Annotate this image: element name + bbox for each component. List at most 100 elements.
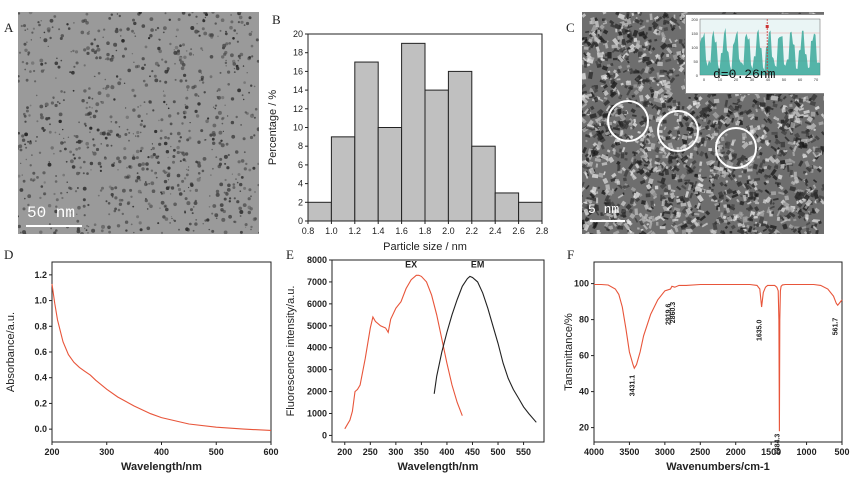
lattice-texture — [638, 31, 645, 37]
nanoparticle-dot — [131, 88, 135, 92]
nanoparticle-dot — [31, 154, 33, 156]
nanoparticle-dot — [75, 135, 79, 139]
nanoparticle-dot — [31, 61, 35, 65]
lattice-texture — [646, 164, 653, 171]
lattice-texture — [600, 129, 605, 134]
plot-frame — [331, 259, 545, 443]
lattice-texture — [645, 60, 653, 66]
lattice-texture — [607, 206, 615, 212]
nanoparticle-dot — [110, 193, 114, 197]
lattice-texture — [794, 111, 800, 117]
nanoparticle-dot — [145, 197, 147, 200]
nanoparticle-dot — [205, 119, 209, 124]
nanoparticle-dot — [159, 207, 161, 209]
nanoparticle-dot — [55, 77, 57, 79]
nanoparticle-dot — [170, 145, 172, 148]
lattice-texture — [638, 25, 646, 30]
x-tick-label: 300 — [388, 447, 403, 457]
nanoparticle-dot — [60, 34, 64, 38]
lattice-texture — [649, 158, 653, 161]
lattice-texture — [773, 115, 780, 122]
y-tick-label: 18 — [293, 48, 303, 58]
lattice-texture — [701, 107, 707, 113]
lattice-texture — [768, 119, 773, 125]
lattice-texture — [595, 163, 599, 168]
nanoparticle-dot — [20, 162, 22, 164]
nanoparticle-dot — [62, 128, 64, 131]
inset-line-profile: 200 150 100 50 0 0 10 20 30 40 50 60 70 d=0.26nm — [685, 14, 824, 94]
lattice-texture — [639, 67, 646, 75]
nanoparticle-dot — [104, 86, 108, 90]
lattice-texture — [603, 171, 606, 176]
lattice-texture — [760, 139, 765, 144]
peak-label: 3431.1 — [629, 375, 636, 397]
lattice-texture — [756, 197, 759, 200]
lattice-texture — [596, 108, 603, 115]
histogram-bar — [424, 89, 449, 222]
nanoparticle-dot — [211, 148, 213, 151]
nanoparticle-dot — [209, 75, 213, 79]
lattice-texture — [762, 220, 768, 225]
lattice-texture — [612, 87, 617, 91]
nanoparticle-dot — [142, 79, 146, 83]
lattice-texture — [790, 100, 793, 103]
lattice-texture — [696, 202, 701, 210]
lattice-texture — [642, 224, 649, 230]
lattice-texture — [820, 187, 824, 192]
nanoparticle-dot — [21, 60, 25, 64]
lattice-texture — [696, 194, 704, 203]
nanoparticle-dot — [221, 96, 225, 100]
nanoparticle-dot — [100, 229, 104, 233]
lattice-texture — [693, 212, 700, 216]
lattice-texture — [656, 72, 660, 79]
lattice-texture — [666, 105, 672, 108]
nanoparticle-dot — [178, 139, 181, 143]
nanoparticle-dot — [185, 168, 188, 171]
nanoparticle-dot — [61, 196, 64, 200]
nanoparticle-dot — [241, 94, 244, 97]
lattice-texture — [818, 195, 824, 200]
lattice-texture — [753, 181, 758, 187]
nanoparticle-dot — [135, 135, 137, 137]
nanoparticle-dot — [99, 169, 102, 172]
lattice-texture — [604, 194, 610, 202]
lattice-texture — [657, 61, 663, 67]
lattice-texture — [696, 151, 699, 155]
lattice-texture — [694, 191, 699, 195]
lattice-texture — [730, 224, 736, 230]
nanoparticle-dot — [237, 59, 240, 62]
nanoparticle-dot — [118, 198, 122, 202]
lattice-texture — [765, 158, 770, 162]
nanoparticle-dot — [92, 138, 95, 141]
x-tick-label: 1.4 — [372, 226, 385, 236]
nanoparticle-dot — [25, 158, 27, 161]
lattice-texture — [696, 217, 700, 220]
lattice-texture — [665, 151, 671, 159]
lattice-texture — [640, 230, 647, 234]
nanoparticle-dot — [168, 114, 172, 118]
nanoparticle-dot — [188, 13, 191, 17]
lattice-texture — [626, 17, 632, 25]
lattice-texture — [582, 119, 587, 124]
nanoparticle-dot — [155, 176, 158, 179]
lattice-texture — [601, 18, 606, 21]
lattice-texture — [655, 155, 659, 158]
nanoparticle-dot — [195, 15, 198, 18]
series-line — [433, 275, 537, 423]
lattice-texture — [681, 206, 689, 214]
nanoparticle-dot — [84, 124, 87, 127]
nanoparticle-dot — [184, 79, 188, 82]
lattice-texture — [627, 228, 633, 234]
lattice-texture — [705, 135, 712, 140]
x-tick-label: 4000 — [584, 447, 604, 457]
nanoparticle-dot — [80, 30, 85, 35]
lattice-texture — [598, 109, 604, 117]
lattice-texture — [684, 190, 690, 198]
nanoparticle-dot — [253, 85, 256, 88]
x-tick-label: 0.8 — [302, 226, 315, 236]
lattice-texture — [589, 113, 597, 119]
lattice-texture — [624, 157, 628, 161]
lattice-texture — [762, 228, 768, 232]
nanoparticle-dot — [28, 12, 33, 15]
lattice-texture — [806, 230, 812, 234]
